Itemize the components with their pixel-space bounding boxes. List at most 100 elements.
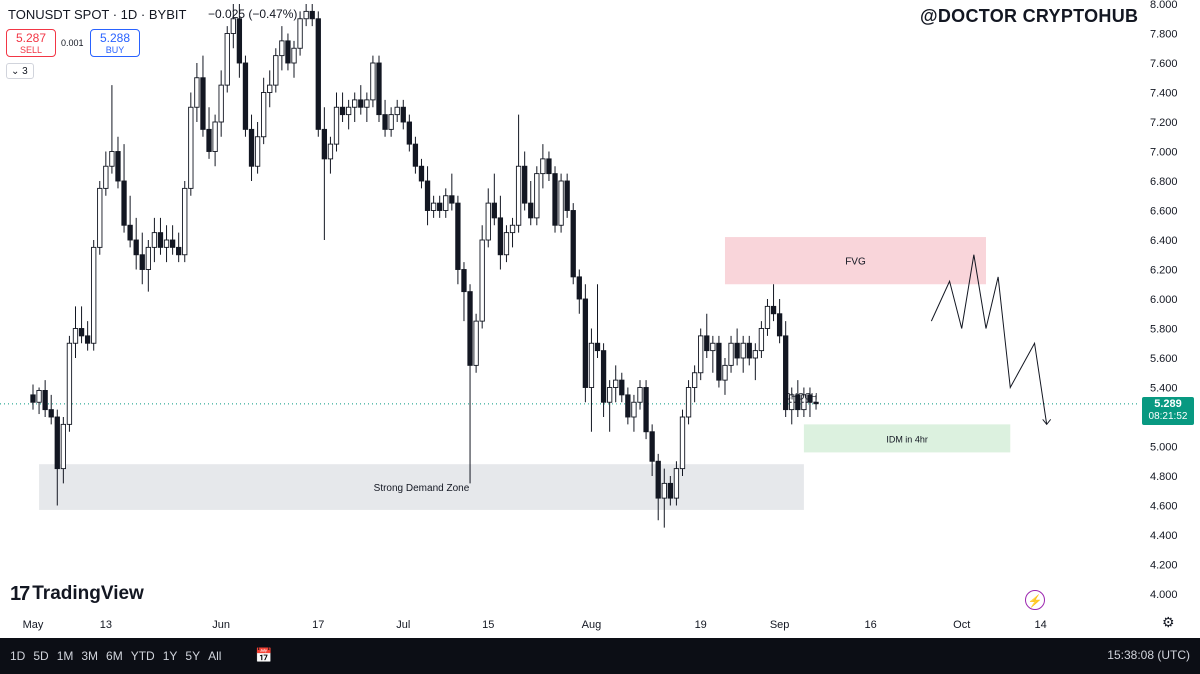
candle[interactable]: [485, 188, 491, 248]
candle[interactable]: [594, 284, 601, 358]
candle[interactable]: [333, 92, 340, 152]
candle[interactable]: [515, 114, 522, 233]
candle[interactable]: [54, 409, 60, 506]
candle[interactable]: [813, 394, 819, 410]
candle[interactable]: [60, 417, 67, 484]
candle[interactable]: [176, 232, 182, 263]
calendar-icon[interactable]: 📅: [255, 647, 273, 663]
candle[interactable]: [613, 365, 619, 403]
candle[interactable]: [679, 409, 686, 476]
candle[interactable]: [479, 225, 485, 329]
candle[interactable]: [36, 387, 42, 415]
candle[interactable]: [309, 4, 315, 27]
candle[interactable]: [443, 188, 449, 218]
candle[interactable]: [528, 181, 534, 226]
candle[interactable]: [297, 11, 303, 56]
candle[interactable]: [728, 335, 734, 373]
candle[interactable]: [564, 173, 570, 218]
candle[interactable]: [339, 92, 346, 123]
sell-button[interactable]: 5.287 SELL: [6, 29, 56, 57]
candle[interactable]: [218, 70, 224, 137]
symbol-title[interactable]: TONUSDT SPOT · 1D · BYBIT: [8, 7, 187, 22]
time-axis[interactable]: May 13 Jun 17 Jul 15 Aug 19 Sep 16 Oct 14: [23, 619, 1047, 631]
tradingview-logo[interactable]: 17 TradingView: [10, 582, 144, 606]
candle[interactable]: [588, 328, 595, 432]
range-button-1d[interactable]: 1D: [10, 649, 26, 663]
candle[interactable]: [321, 107, 328, 240]
candle[interactable]: [734, 328, 740, 366]
candle[interactable]: [491, 173, 497, 226]
range-button-ytd[interactable]: YTD: [130, 649, 155, 663]
candle[interactable]: [625, 387, 631, 425]
candle[interactable]: [121, 144, 127, 233]
range-button-5d[interactable]: 5D: [33, 649, 49, 663]
candle[interactable]: [66, 335, 73, 432]
candle[interactable]: [315, 11, 321, 137]
candle[interactable]: [267, 70, 273, 108]
candle[interactable]: [619, 372, 625, 403]
candle[interactable]: [109, 85, 115, 174]
range-button-1y[interactable]: 1Y: [162, 649, 178, 663]
candle[interactable]: [503, 225, 510, 263]
candle[interactable]: [279, 26, 285, 71]
range-button-3m[interactable]: 3M: [81, 649, 99, 663]
zone-rect[interactable]: [724, 237, 986, 285]
candle[interactable]: [151, 217, 158, 263]
candle[interactable]: [206, 107, 212, 159]
candle[interactable]: [467, 284, 473, 484]
candle[interactable]: [740, 335, 746, 373]
candle[interactable]: [224, 26, 230, 93]
zone-rect[interactable]: [803, 424, 1011, 453]
candle[interactable]: [242, 55, 249, 137]
candle[interactable]: [722, 358, 728, 395]
candle[interactable]: [540, 144, 546, 189]
candle[interactable]: [72, 306, 79, 358]
candle[interactable]: [127, 195, 133, 248]
candle[interactable]: [546, 151, 552, 182]
candle[interactable]: [667, 476, 674, 506]
candle[interactable]: [461, 262, 467, 322]
candle[interactable]: [236, 4, 243, 78]
candle[interactable]: [400, 99, 406, 130]
candle[interactable]: [248, 114, 255, 181]
candle[interactable]: [649, 424, 655, 476]
candle[interactable]: [382, 99, 388, 137]
candle[interactable]: [430, 195, 437, 218]
utc-clock[interactable]: 15:38:08 (UTC): [1107, 648, 1190, 662]
candle[interactable]: [376, 55, 382, 122]
range-button-all[interactable]: All: [208, 649, 222, 663]
candle[interactable]: [261, 77, 267, 145]
candle[interactable]: [345, 99, 352, 130]
candle[interactable]: [418, 158, 425, 189]
candle[interactable]: [607, 380, 613, 432]
candle[interactable]: [388, 107, 394, 137]
candle[interactable]: [698, 328, 704, 381]
candle[interactable]: [764, 299, 771, 336]
projection-path[interactable]: [930, 254, 1048, 425]
candle[interactable]: [576, 269, 582, 314]
candle[interactable]: [455, 195, 461, 285]
candle[interactable]: [710, 335, 716, 373]
candle[interactable]: [643, 380, 649, 440]
candle[interactable]: [691, 365, 698, 403]
candle[interactable]: [182, 181, 188, 263]
candle[interactable]: [673, 461, 680, 506]
candle[interactable]: [582, 284, 589, 403]
indicators-collapse-button[interactable]: ⌄ 3: [6, 63, 34, 79]
candle[interactable]: [406, 114, 412, 152]
range-button-1m[interactable]: 1M: [56, 649, 74, 663]
candle[interactable]: [552, 166, 558, 233]
candle[interactable]: [97, 181, 103, 255]
candle[interactable]: [84, 321, 91, 351]
candle[interactable]: [42, 380, 48, 417]
candle[interactable]: [30, 384, 36, 410]
candle[interactable]: [424, 166, 431, 226]
candle[interactable]: [752, 343, 758, 381]
candle[interactable]: [358, 85, 364, 115]
range-button-6m[interactable]: 6M: [106, 649, 123, 663]
candle[interactable]: [48, 394, 54, 425]
candle[interactable]: [115, 136, 121, 189]
candle[interactable]: [273, 48, 279, 93]
candle[interactable]: [758, 321, 765, 358]
candle[interactable]: [497, 195, 504, 270]
